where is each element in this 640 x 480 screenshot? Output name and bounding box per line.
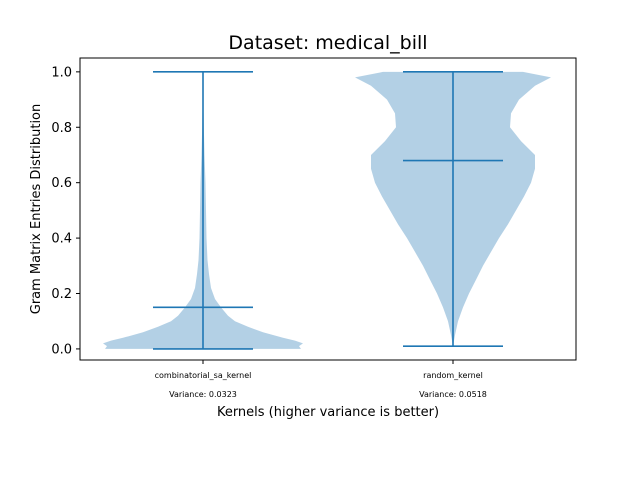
y-ticks: 0.0 0.2 0.4 0.6 0.8 1.0 [51, 65, 80, 357]
variance-label: Variance: 0.0323 [169, 390, 237, 399]
y-tick-label: 0.8 [51, 121, 72, 136]
y-tick-label: 0.4 [51, 232, 72, 247]
x-axis-label: Kernels (higher variance is better) [217, 405, 439, 420]
plot-frame [79, 57, 577, 361]
variance-label: Variance: 0.0518 [419, 390, 487, 399]
y-axis-label: Gram Matrix Entries Distribution [29, 104, 44, 315]
x-ticks: combinatorial_sa_kernel Variance: 0.0323 r… [155, 360, 487, 399]
x-tick-label: random_kernel [423, 371, 483, 380]
y-tick-label: 0.0 [51, 342, 72, 357]
chart-title: Dataset: medical_bill [228, 32, 427, 54]
x-tick-label: combinatorial_sa_kernel [155, 371, 252, 380]
y-tick-label: 0.6 [51, 176, 72, 191]
y-tick-label: 1.0 [51, 65, 72, 80]
y-tick-label: 0.2 [51, 287, 72, 302]
violins-layer [103, 71, 551, 350]
